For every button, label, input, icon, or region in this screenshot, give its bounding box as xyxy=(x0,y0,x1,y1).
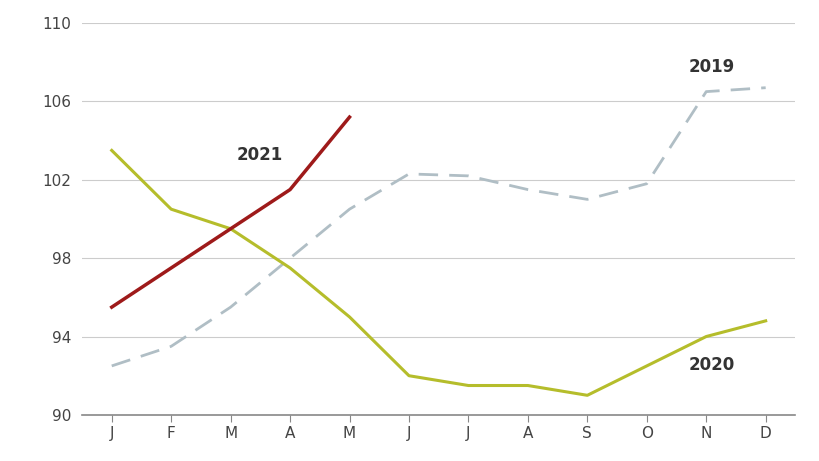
Text: 2019: 2019 xyxy=(688,58,734,76)
Text: 2021: 2021 xyxy=(237,146,283,164)
Text: 2020: 2020 xyxy=(688,356,734,374)
